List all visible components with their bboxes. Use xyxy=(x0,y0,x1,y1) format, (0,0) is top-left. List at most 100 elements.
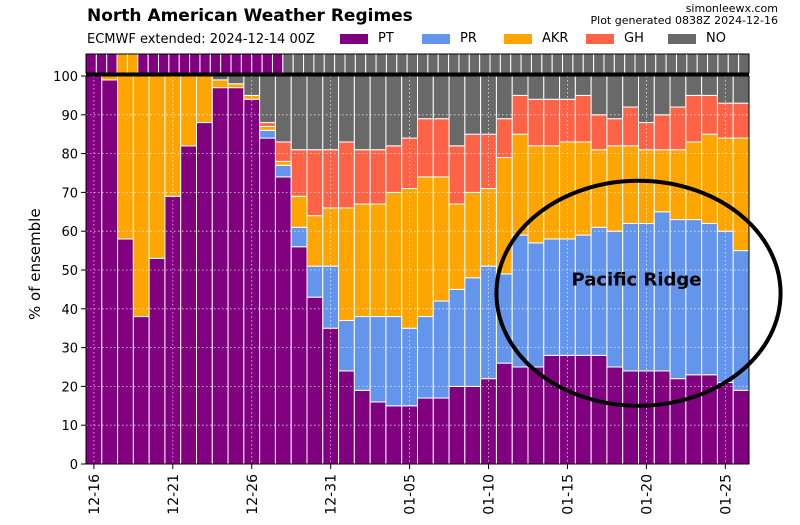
pacific-ridge-label: Pacific Ridge xyxy=(572,269,702,290)
bar-pt xyxy=(606,366,624,465)
bar-pt xyxy=(685,374,703,465)
bar-pr xyxy=(306,265,324,298)
bar-gh xyxy=(732,102,750,139)
regime-strip-cell xyxy=(437,53,450,74)
regime-strip-cell xyxy=(603,53,615,74)
regime-strip-cell xyxy=(479,53,491,74)
regime-strip-cell xyxy=(375,53,387,74)
bar-pr xyxy=(369,316,387,403)
regime-strip-cell xyxy=(334,53,346,74)
bar-gh xyxy=(353,149,371,205)
legend-item-no: NO xyxy=(668,31,750,46)
bar-no xyxy=(543,75,561,100)
bar-pr xyxy=(669,219,687,380)
bar-no xyxy=(417,75,434,120)
regime-strip-cell xyxy=(582,53,595,74)
bar-pr xyxy=(480,265,497,380)
bar-pr xyxy=(448,288,466,387)
bar-no xyxy=(622,75,640,108)
bar-pt xyxy=(590,354,608,465)
bar-pr xyxy=(274,164,292,178)
legend-swatch-pr xyxy=(422,33,450,44)
bar-akr xyxy=(259,125,276,131)
bar-akr xyxy=(701,133,718,224)
regime-strip-cell xyxy=(738,53,750,74)
legend-label-gh: GH xyxy=(624,31,644,46)
bar-pr xyxy=(590,226,608,356)
bar-pt xyxy=(417,397,434,465)
regime-strip-cell xyxy=(665,53,677,74)
regime-strip-cell xyxy=(655,53,667,74)
legend-swatch-pt xyxy=(340,33,368,44)
bar-pr xyxy=(716,230,734,384)
regime-strip-cell xyxy=(230,53,242,74)
y-tick-label: 10 xyxy=(61,419,78,434)
y-tick-label: 40 xyxy=(61,303,78,318)
regime-strip-cell xyxy=(199,53,211,74)
regime-strip-cell xyxy=(189,53,201,74)
bar-akr xyxy=(369,203,387,318)
x-tick-label: 12-31 xyxy=(324,474,340,515)
bar-no xyxy=(464,75,482,135)
regime-strip-cell xyxy=(644,53,657,74)
regime-strip-cell xyxy=(313,53,325,74)
regime-strip-cell xyxy=(458,53,470,74)
bar-no xyxy=(369,75,387,151)
bar-pr xyxy=(527,242,545,368)
bar-pt xyxy=(180,145,197,465)
y-tick-label: 70 xyxy=(61,186,78,201)
bar-pr xyxy=(685,219,703,376)
bar-akr xyxy=(527,145,545,244)
bar-gh xyxy=(606,118,624,147)
bar-no xyxy=(448,75,466,147)
bar-pt xyxy=(716,382,734,465)
y-tick-label: 60 xyxy=(61,225,78,240)
regime-strip-cell xyxy=(727,53,740,74)
bar-no xyxy=(290,75,308,151)
legend: PT PR AKR GH NO xyxy=(340,31,750,46)
regime-strip-cell xyxy=(220,53,232,74)
bar-akr xyxy=(338,207,355,321)
bar-pr xyxy=(417,316,434,399)
x-tick-label: 01-20 xyxy=(639,474,655,515)
legend-swatch-no xyxy=(668,33,696,44)
regime-strip-cell xyxy=(593,53,605,74)
regime-strip-cell xyxy=(686,53,698,74)
legend-item-akr: AKR xyxy=(504,31,586,46)
bar-pr xyxy=(701,222,718,376)
regime-strip-cell xyxy=(323,53,336,74)
bar-pt xyxy=(101,79,119,465)
bar-pt xyxy=(306,296,324,465)
legend-swatch-akr xyxy=(504,33,532,44)
regime-strip-cell xyxy=(634,53,646,74)
bar-pt xyxy=(353,389,371,465)
bar-gh xyxy=(653,114,671,151)
bar-pt xyxy=(495,362,513,465)
bar-no xyxy=(211,75,229,81)
bar-akr xyxy=(117,75,134,240)
regime-strip-cell xyxy=(396,53,408,74)
regime-strip-cell xyxy=(562,53,574,74)
bar-akr xyxy=(464,191,482,279)
legend-label-no: NO xyxy=(706,31,726,46)
regime-strip-cell xyxy=(240,53,253,74)
bar-pt xyxy=(401,405,419,465)
regime-strip-cell xyxy=(168,53,180,74)
bar-no xyxy=(274,75,292,143)
regime-strip-cell xyxy=(116,53,128,74)
y-tick-label: 50 xyxy=(61,264,78,279)
bar-no xyxy=(669,75,687,108)
bar-gh xyxy=(385,145,403,193)
bar-no xyxy=(685,75,703,96)
regime-strip-cell xyxy=(499,53,512,74)
bar-pt xyxy=(574,354,592,465)
bar-no xyxy=(732,75,750,104)
bar-pt xyxy=(196,122,213,465)
bar-no xyxy=(259,75,276,124)
bar-gh xyxy=(432,118,450,178)
bar-gh xyxy=(417,118,434,178)
bar-akr xyxy=(511,133,529,236)
regime-strip-frame xyxy=(85,53,750,74)
regime-strip-cell xyxy=(406,53,418,74)
bar-pt xyxy=(732,389,750,465)
